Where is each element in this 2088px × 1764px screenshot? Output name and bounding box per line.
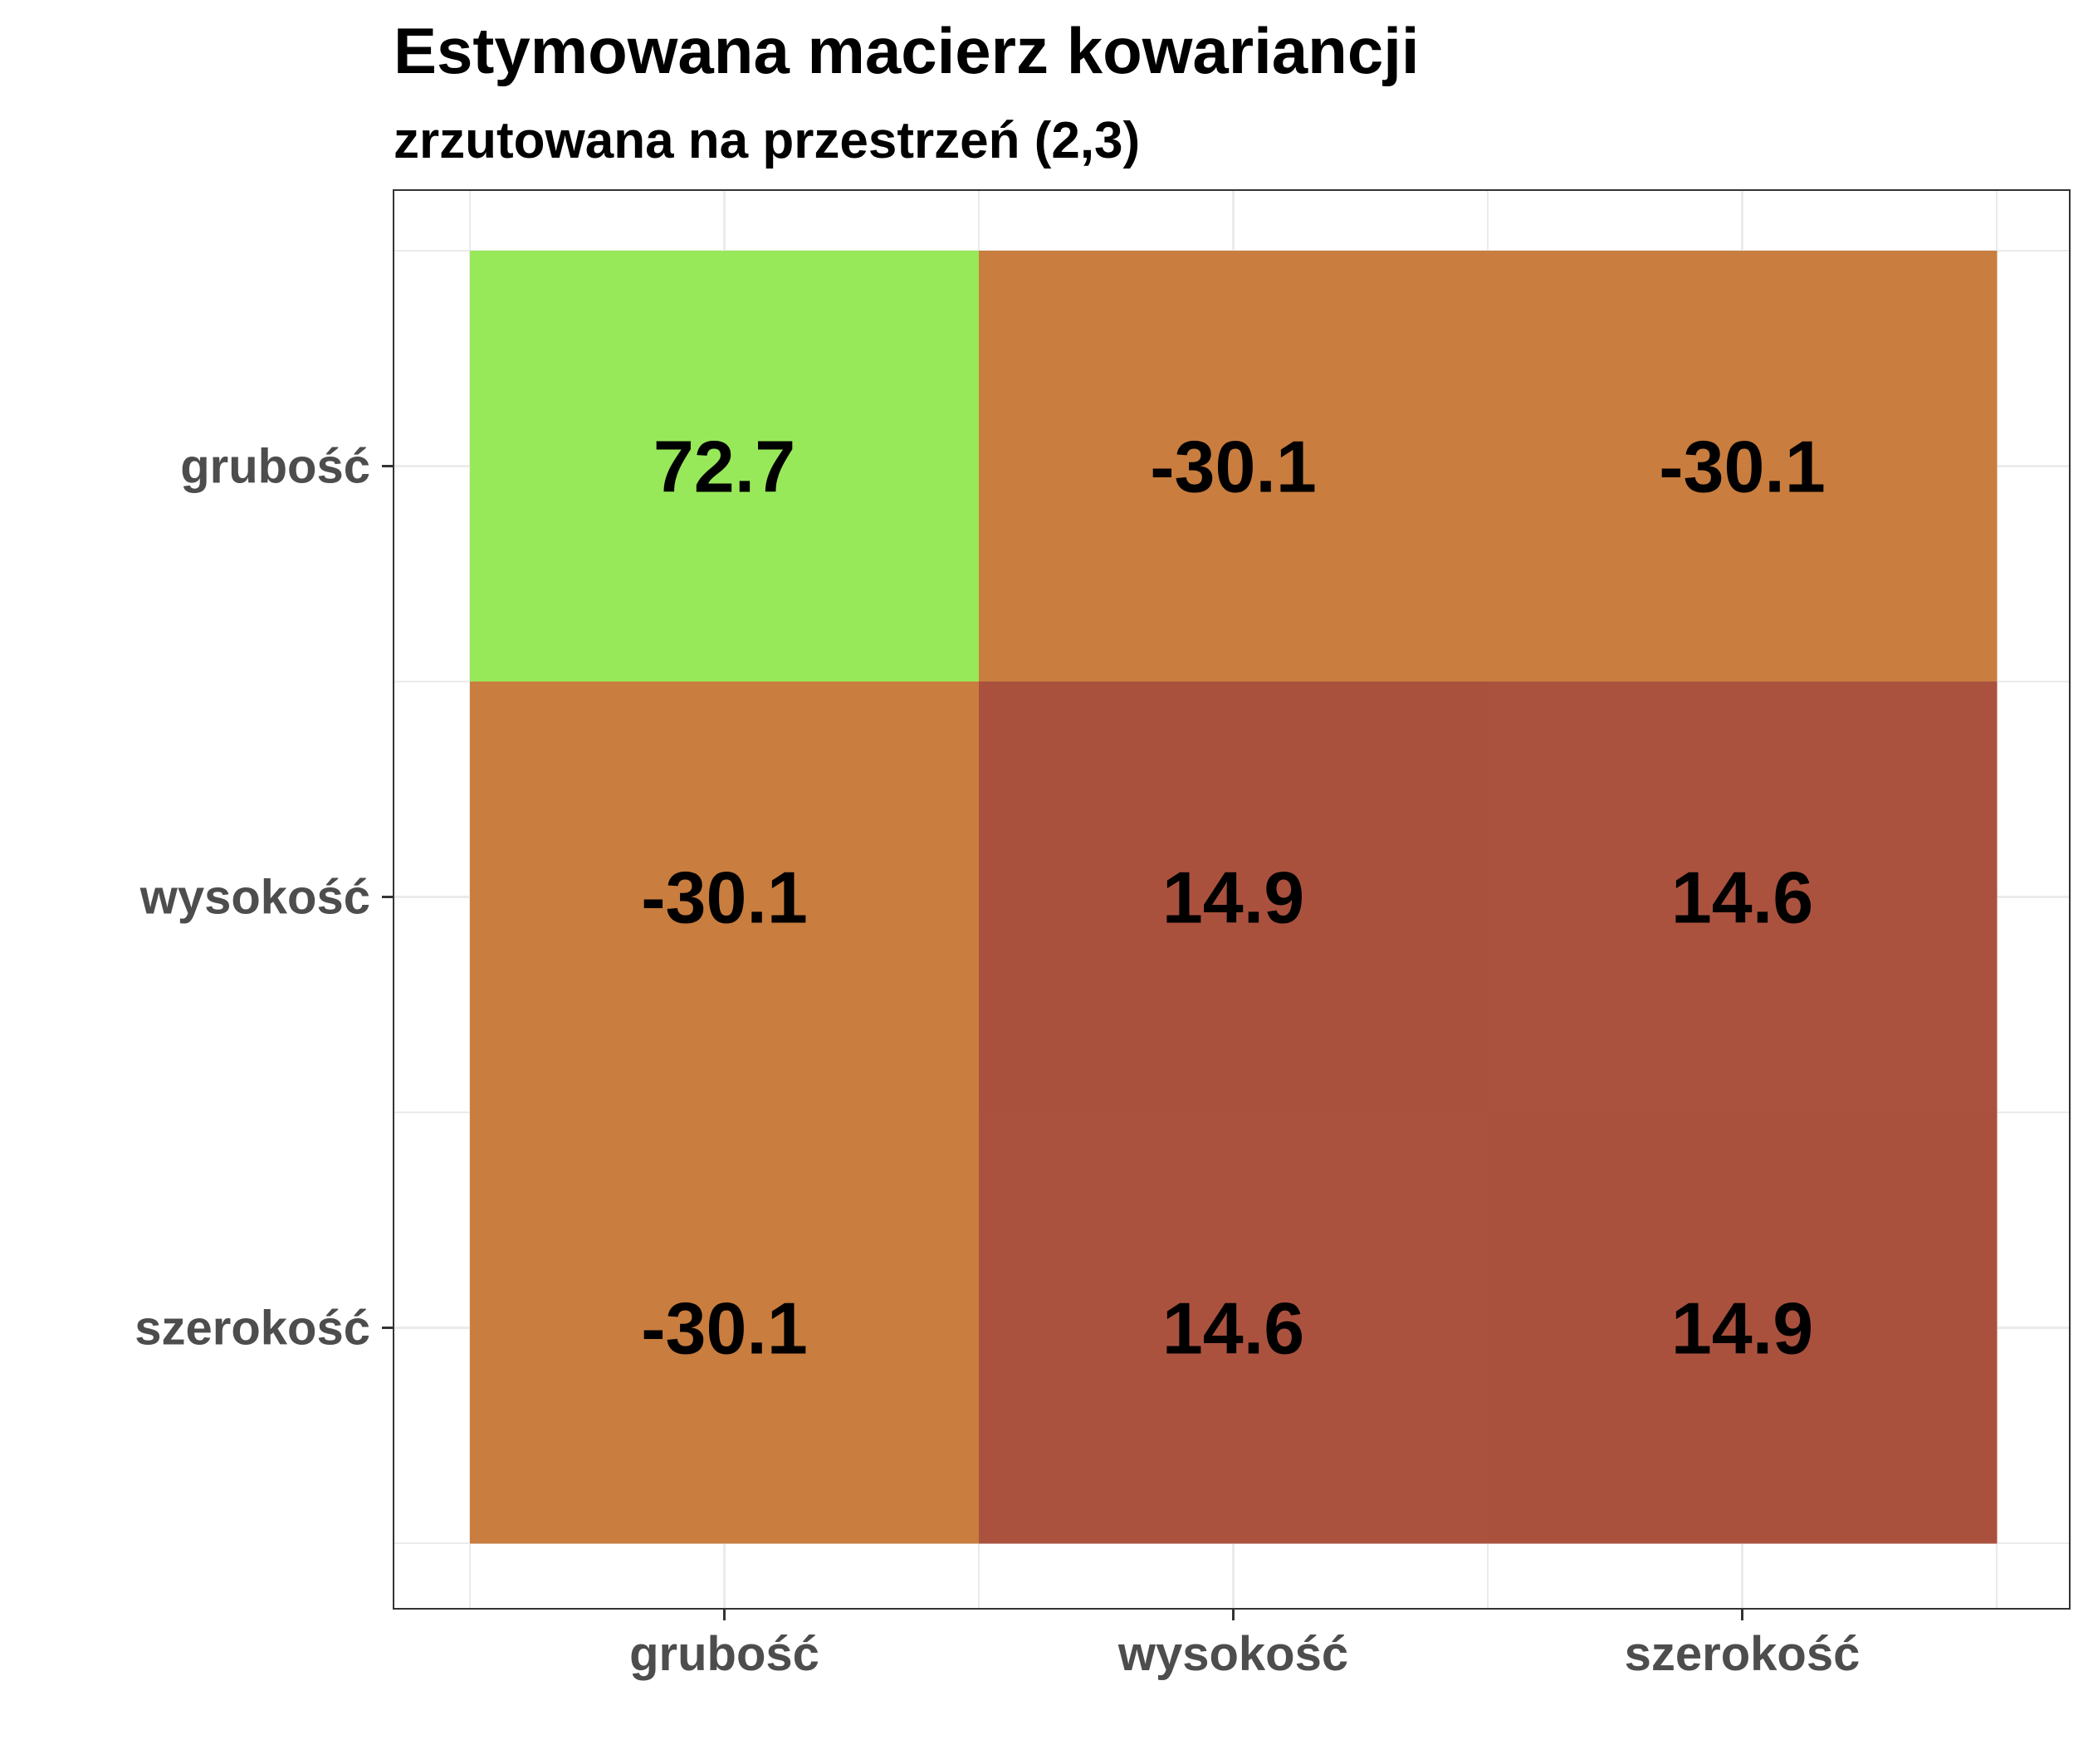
y-axis-tick-label: wysokość xyxy=(139,871,370,925)
heatmap-cell xyxy=(470,1112,980,1544)
y-axis-tick-label: grubość xyxy=(180,440,370,494)
cell-value-label: -30.1 xyxy=(641,857,808,939)
chart-title: Estymowana macierz kowariancji xyxy=(394,14,1420,87)
x-axis-tick-label: szerokość xyxy=(1625,1627,1861,1681)
cell-value-label: -30.1 xyxy=(1659,426,1826,508)
cell-value-label: -30.1 xyxy=(641,1288,808,1370)
cell-value-label: 14.6 xyxy=(1671,857,1813,939)
heatmap-cell xyxy=(1488,1112,1998,1544)
heatmap-cell xyxy=(979,251,1489,682)
heatmap-cells: 72.7 -30.1 -30.1 -30.1 14.9 14.6 -30.1 14.6 14.9 xyxy=(470,251,1998,1544)
chart-subtitle: zrzutowana na przestrzeń (2,3) xyxy=(394,112,1140,169)
cell-value-label: 72.7 xyxy=(653,426,795,508)
y-axis-tick-label: szerokość xyxy=(134,1302,370,1356)
cell-value-label: 14.9 xyxy=(1162,857,1304,939)
heatmap-cell xyxy=(470,251,980,682)
panel-border xyxy=(393,189,2071,1610)
cell-value-label: -30.1 xyxy=(1150,426,1317,508)
heatmap-cell xyxy=(979,682,1489,1113)
heatmap-cell xyxy=(979,1112,1489,1544)
heatmap-cell xyxy=(470,682,980,1113)
cell-value-label: 14.9 xyxy=(1671,1288,1813,1370)
heatmap-cell xyxy=(1488,251,1998,682)
heatmap-cell xyxy=(1488,682,1998,1113)
x-axis-tick-label: wysokość xyxy=(1117,1627,1348,1681)
x-axis-tick-label: grubość xyxy=(629,1627,819,1681)
axis-tick-labels: grubość grubość wysokość wysokość szerokość s… xyxy=(134,440,1860,1682)
axis-ticks xyxy=(382,465,1743,1620)
cell-value-label: 14.6 xyxy=(1162,1288,1304,1370)
